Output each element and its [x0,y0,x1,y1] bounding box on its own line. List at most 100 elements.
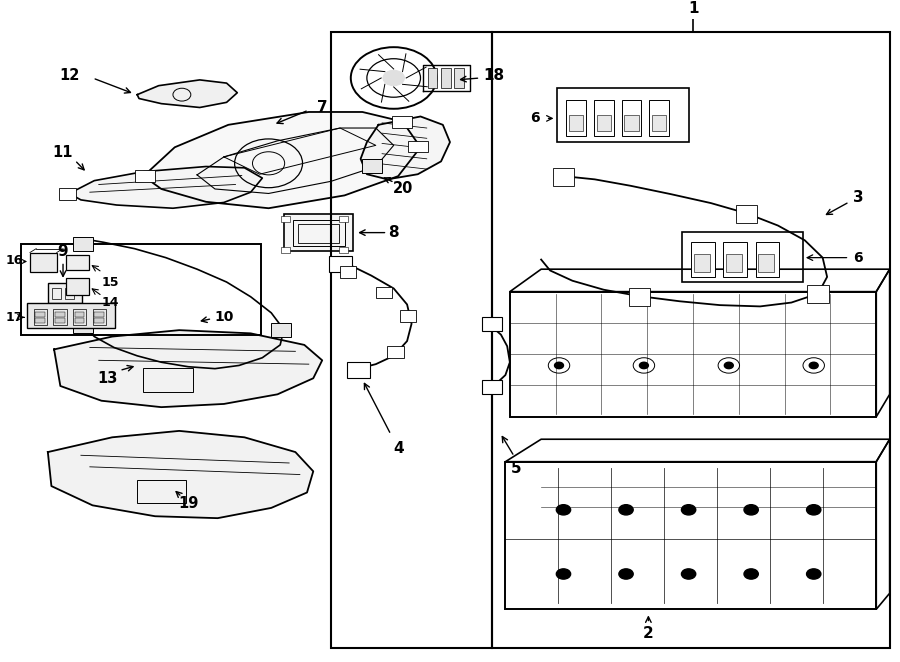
Polygon shape [48,431,313,518]
Bar [736,205,758,223]
Bar [363,159,382,173]
Polygon shape [143,112,420,209]
Bar [387,346,403,357]
Bar [94,312,104,316]
Bar [594,101,614,136]
Bar [807,285,829,303]
Text: 15: 15 [102,275,119,289]
Bar [557,87,689,142]
Circle shape [809,362,818,369]
Bar [759,254,774,272]
Text: 11: 11 [53,145,73,160]
Bar [408,141,427,152]
Bar [339,247,348,252]
Circle shape [681,569,696,579]
Circle shape [806,569,821,579]
Bar [691,242,715,277]
Bar [392,117,411,128]
Bar [428,68,437,87]
Bar [376,287,392,298]
Bar [48,283,82,303]
Bar [682,232,803,282]
Polygon shape [137,80,238,107]
Bar [75,312,85,316]
Text: 14: 14 [102,296,119,309]
Text: 10: 10 [214,310,234,324]
Bar [93,309,106,325]
Polygon shape [69,167,262,209]
Bar [30,252,57,272]
Text: 12: 12 [59,68,79,83]
Text: 13: 13 [97,371,118,386]
Bar [33,309,47,325]
Bar [27,303,115,328]
Bar [629,288,650,306]
Bar [724,242,747,277]
Text: 6: 6 [853,251,863,265]
Circle shape [619,569,634,579]
Bar [756,242,778,277]
Text: 9: 9 [58,244,68,259]
Text: 6: 6 [530,111,540,125]
Bar [66,255,89,271]
Bar [35,312,45,316]
Bar [94,318,104,323]
Text: 3: 3 [853,190,864,205]
Circle shape [744,504,759,515]
Bar [482,379,502,394]
Bar [284,214,354,251]
Circle shape [639,362,648,369]
Text: 20: 20 [392,181,413,197]
Bar [21,244,260,334]
Bar [454,68,464,87]
Bar [331,32,492,648]
Bar [35,318,45,323]
Text: 4: 4 [392,442,403,456]
Bar [73,319,93,334]
Bar [329,256,352,272]
Circle shape [556,569,571,579]
Polygon shape [361,117,450,179]
Bar [73,309,86,325]
Bar [281,247,290,252]
Bar [726,254,742,272]
Text: 1: 1 [688,1,698,16]
Bar [65,288,74,299]
Circle shape [681,504,696,515]
Bar [137,481,186,502]
Bar [58,189,76,200]
Bar [597,115,611,130]
Circle shape [619,504,634,515]
Text: 8: 8 [389,225,399,240]
Circle shape [744,569,759,579]
Bar [482,317,502,332]
Bar [298,224,339,243]
Bar [52,288,61,299]
Bar [622,101,641,136]
Bar [339,216,348,222]
Bar [566,101,586,136]
Bar [694,254,710,272]
Bar [135,170,155,182]
Text: 18: 18 [483,68,504,83]
Bar [75,318,85,323]
Bar [143,368,193,393]
Text: 19: 19 [178,496,198,511]
Bar [553,167,574,186]
Text: 17: 17 [5,311,22,324]
Bar [292,220,345,246]
Polygon shape [54,330,322,407]
Bar [281,216,290,222]
Bar [347,361,370,377]
Bar [55,312,65,316]
Circle shape [806,504,821,515]
Bar [66,278,89,295]
Bar [649,101,669,136]
Bar [53,309,67,325]
Bar [55,318,65,323]
Bar [492,32,890,648]
Bar [400,310,416,322]
Circle shape [556,504,571,515]
Bar [271,323,291,337]
Text: 7: 7 [317,100,328,115]
